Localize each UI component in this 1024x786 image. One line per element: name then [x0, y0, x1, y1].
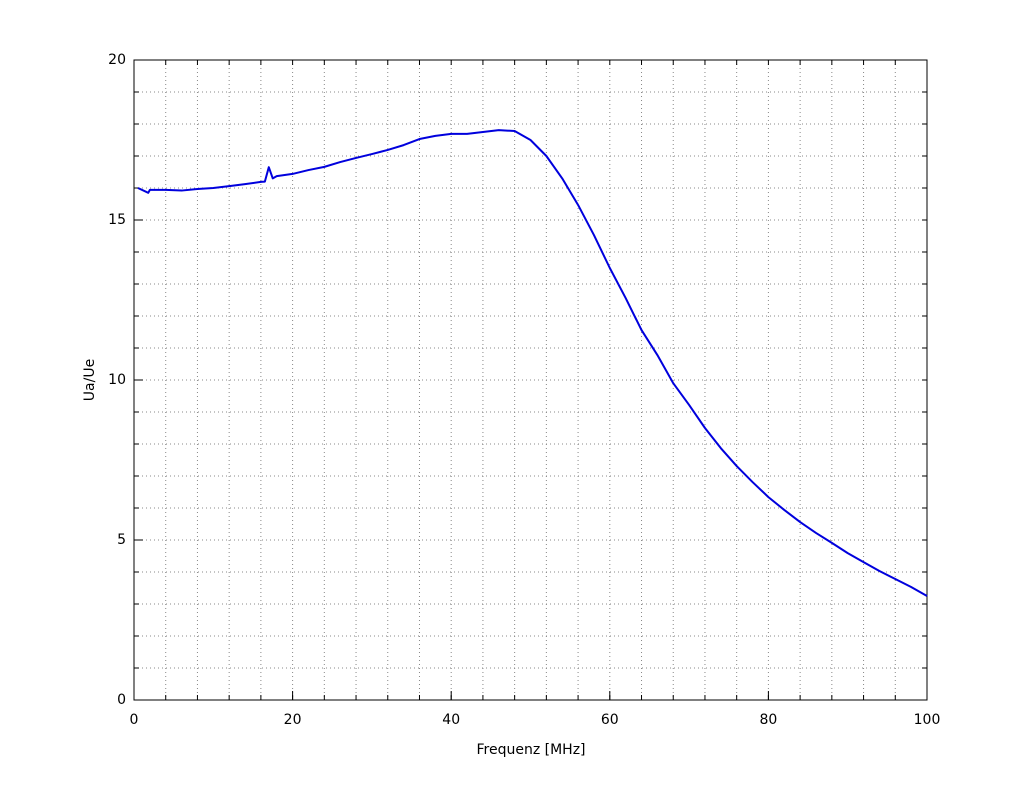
x-tick-label: 20: [284, 712, 302, 728]
y-tick-label: 20: [108, 52, 126, 68]
x-tick-label: 40: [442, 712, 460, 728]
y-tick-label: 0: [117, 692, 126, 708]
x-tick-label: 0: [130, 712, 139, 728]
y-tick-label: 10: [108, 372, 126, 388]
x-tick-label: 80: [759, 712, 777, 728]
y-tick-label: 5: [117, 532, 126, 548]
data-line: [137, 129, 928, 597]
x-axis-label: Frequenz [MHz]: [476, 742, 585, 758]
x-tick-label: 60: [601, 712, 619, 728]
y-axis-label: Ua/Ue: [82, 359, 98, 401]
x-tick-label: 100: [914, 712, 941, 728]
y-tick-label: 15: [108, 212, 126, 228]
plot-frame: [133, 59, 928, 701]
